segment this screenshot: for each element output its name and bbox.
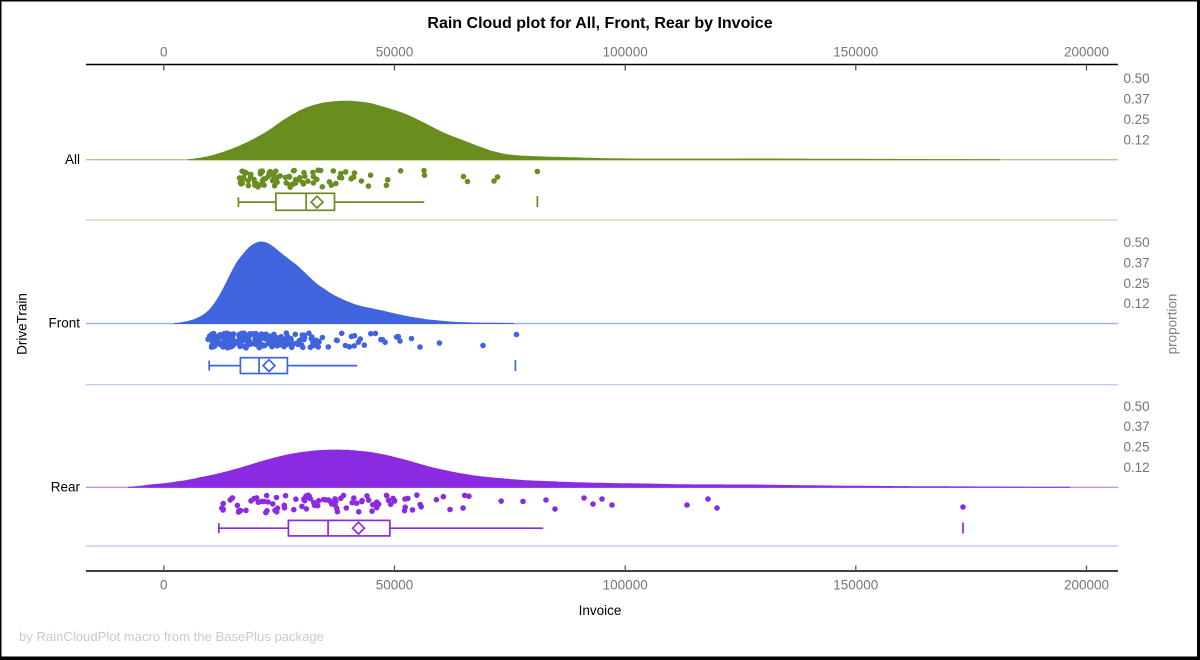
svg-text:0.12: 0.12 <box>1124 132 1150 147</box>
svg-text:0.12: 0.12 <box>1124 460 1150 475</box>
svg-text:0.12: 0.12 <box>1124 296 1150 311</box>
svg-text:0.50: 0.50 <box>1124 71 1150 86</box>
svg-text:50000: 50000 <box>376 577 414 592</box>
svg-text:200000: 200000 <box>1064 44 1109 59</box>
svg-text:200000: 200000 <box>1064 577 1109 592</box>
svg-text:0.25: 0.25 <box>1124 112 1150 127</box>
svg-text:0.37: 0.37 <box>1124 92 1150 107</box>
svg-text:Rain Cloud plot for All, Front: Rain Cloud plot for All, Front, Rear by … <box>427 15 772 32</box>
svg-text:Invoice: Invoice <box>579 603 622 618</box>
svg-text:0: 0 <box>160 577 168 592</box>
svg-text:Rear: Rear <box>51 479 81 494</box>
svg-text:0.25: 0.25 <box>1124 276 1150 291</box>
svg-text:Front: Front <box>48 316 80 331</box>
svg-text:0.37: 0.37 <box>1124 255 1150 270</box>
svg-text:0.50: 0.50 <box>1124 235 1150 250</box>
svg-text:0.50: 0.50 <box>1124 399 1150 414</box>
svg-text:All: All <box>65 152 80 167</box>
svg-text:150000: 150000 <box>833 44 878 59</box>
svg-text:100000: 100000 <box>603 44 648 59</box>
svg-text:DriveTrain: DriveTrain <box>15 293 30 355</box>
svg-text:0.25: 0.25 <box>1124 440 1150 455</box>
svg-text:150000: 150000 <box>833 577 878 592</box>
svg-text:100000: 100000 <box>603 577 648 592</box>
svg-text:by RainCloudPlot macro from th: by RainCloudPlot macro from the BasePlus… <box>19 629 324 644</box>
svg-text:50000: 50000 <box>376 44 414 59</box>
svg-text:0: 0 <box>160 44 168 59</box>
svg-text:0.37: 0.37 <box>1124 419 1150 434</box>
svg-text:proportion: proportion <box>1165 294 1180 355</box>
